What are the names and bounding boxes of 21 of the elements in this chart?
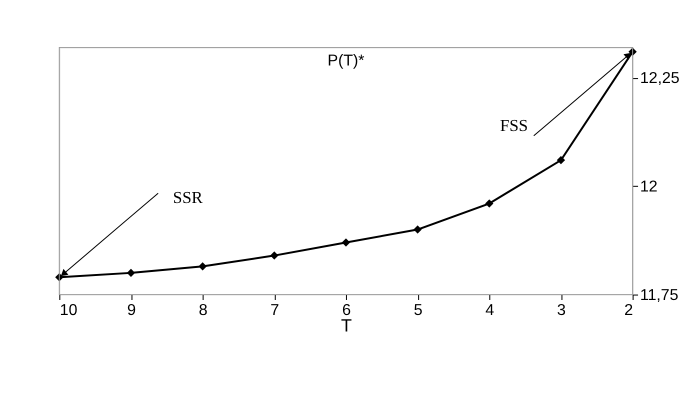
x-tick-label: 3 bbox=[557, 302, 566, 319]
x-tick-label: 7 bbox=[270, 302, 280, 319]
x-tick-label: 10 bbox=[60, 302, 78, 319]
point bbox=[556, 156, 566, 164]
point bbox=[126, 268, 136, 278]
annotation: FSS bbox=[500, 116, 528, 135]
chart-title: P(T)* bbox=[328, 52, 364, 70]
y-tick-label: 12 bbox=[640, 178, 658, 196]
y-tick-label: 11,75 bbox=[640, 286, 679, 304]
point bbox=[342, 238, 350, 247]
point bbox=[485, 199, 494, 208]
x-tick-label: 5 bbox=[414, 302, 423, 319]
point bbox=[270, 251, 278, 260]
point bbox=[198, 262, 207, 271]
y-tick-label: 12,25 bbox=[640, 70, 680, 88]
annotation: SSR bbox=[172, 188, 204, 208]
x-tick-label: 4 bbox=[485, 302, 494, 319]
point bbox=[413, 225, 422, 234]
x-tick-label: 9 bbox=[127, 302, 136, 319]
x-tick-label: 8 bbox=[198, 302, 208, 319]
x-tick-label: 2 bbox=[624, 302, 634, 319]
